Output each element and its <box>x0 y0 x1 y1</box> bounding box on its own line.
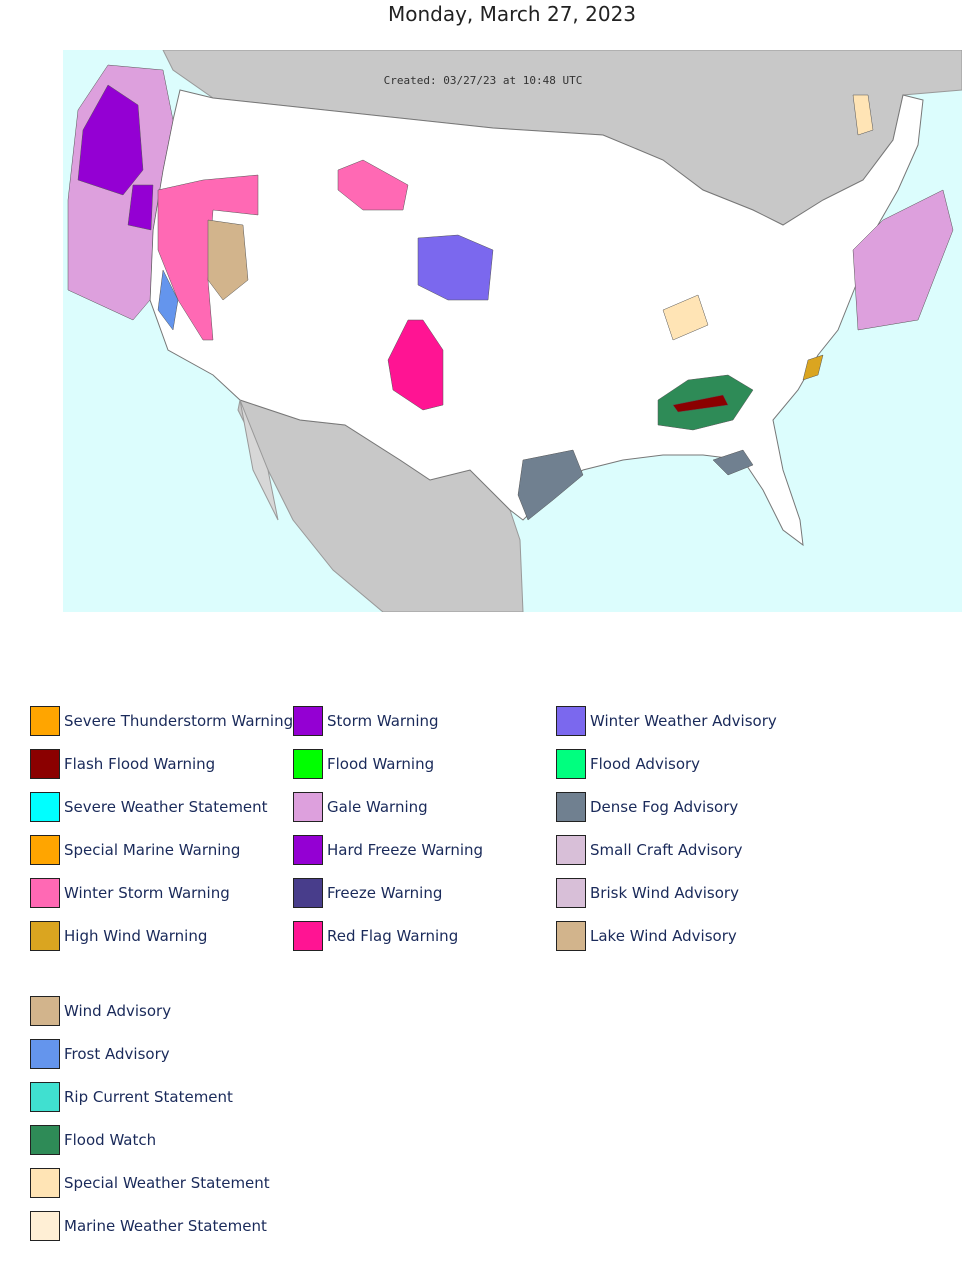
legend-item: Severe Weather Statement <box>30 790 268 824</box>
legend-swatch <box>556 878 586 908</box>
legend-swatch <box>30 996 60 1026</box>
legend-swatch <box>556 835 586 865</box>
legend-item: Frost Advisory <box>30 1037 170 1071</box>
legend-label: Brisk Wind Advisory <box>590 884 739 902</box>
legend-item: Lake Wind Advisory <box>556 919 737 953</box>
legend-swatch <box>293 921 323 951</box>
legend-item: Storm Warning <box>293 704 439 738</box>
legend-label: Dense Fog Advisory <box>590 798 739 816</box>
legend-item: Winter Storm Warning <box>30 876 230 910</box>
legend-label: Freeze Warning <box>327 884 443 902</box>
legend-item: Brisk Wind Advisory <box>556 876 739 910</box>
dense-fog-area-2 <box>712 449 754 476</box>
high-wind-area <box>802 354 824 381</box>
legend-item: Flood Advisory <box>556 747 700 781</box>
legend-label: Red Flag Warning <box>327 927 459 945</box>
wind-advisory-area <box>207 219 249 301</box>
legend-label: Storm Warning <box>327 712 439 730</box>
gale-warning-area-2 <box>852 189 954 331</box>
red-flag-area <box>387 319 444 411</box>
legend-swatch <box>556 921 586 951</box>
legend-label: Flash Flood Warning <box>64 755 216 773</box>
legend-label: Severe Weather Statement <box>64 798 268 816</box>
legend-item: Special Marine Warning <box>30 833 240 867</box>
legend-swatch <box>30 878 60 908</box>
legend-swatch <box>293 835 323 865</box>
legend-item: Hard Freeze Warning <box>293 833 483 867</box>
legend-swatch <box>293 792 323 822</box>
legend-label: High Wind Warning <box>64 927 208 945</box>
legend-label: Lake Wind Advisory <box>590 927 737 945</box>
legend-swatch <box>30 792 60 822</box>
legend-label: Winter Weather Advisory <box>590 712 777 730</box>
legend-item: Small Craft Advisory <box>556 833 743 867</box>
legend-swatch <box>30 1125 60 1155</box>
legend-item: Red Flag Warning <box>293 919 458 953</box>
legend-item: Freeze Warning <box>293 876 442 910</box>
legend-swatch <box>30 921 60 951</box>
legend-item: Flash Flood Warning <box>30 747 215 781</box>
legend-label: Winter Storm Warning <box>64 884 230 902</box>
hard-freeze-area <box>127 184 154 231</box>
united-states <box>149 89 924 547</box>
legend-label: Hard Freeze Warning <box>327 841 484 859</box>
legend-swatch <box>293 749 323 779</box>
flash-flood-area <box>672 394 729 413</box>
hazard-map: Created: 03/27/23 at 10:48 UTC <box>63 50 962 612</box>
legend-swatch <box>30 835 60 865</box>
legend-swatch <box>556 749 586 779</box>
legend-swatch <box>293 706 323 736</box>
page-title: Monday, March 27, 2023 <box>387 2 637 26</box>
dense-fog-area <box>517 449 584 521</box>
legend-swatch <box>30 1168 60 1198</box>
legend-item: Flood Warning <box>293 747 434 781</box>
alert-areas <box>67 64 954 521</box>
legend-swatch <box>30 1211 60 1241</box>
legend-label: Flood Warning <box>327 755 435 773</box>
legend-label: Wind Advisory <box>64 1002 172 1020</box>
frost-advisory-area <box>157 269 179 331</box>
map-created: Created: 03/27/23 at 10:48 UTC <box>384 74 583 87</box>
legend-label: Severe Thunderstorm Warning <box>64 712 294 730</box>
legend-swatch <box>30 1039 60 1069</box>
legend-item: Rip Current Statement <box>30 1080 233 1114</box>
legend-item: Dense Fog Advisory <box>556 790 738 824</box>
special-weather-area <box>662 294 709 341</box>
legend-swatch <box>293 878 323 908</box>
legend-label: Flood Advisory <box>590 755 701 773</box>
special-weather-area-2 <box>852 94 874 136</box>
winter-storm-area-2 <box>337 159 409 211</box>
florida-keys-gulf-land <box>239 399 279 521</box>
legend-swatch <box>30 1082 60 1112</box>
legend-label: Frost Advisory <box>64 1045 170 1063</box>
legend-item: Marine Weather Statement <box>30 1209 267 1243</box>
legend-swatch <box>556 792 586 822</box>
winter-weather-area <box>417 234 494 301</box>
legend-item: Flood Watch <box>30 1123 156 1157</box>
legend-swatch <box>30 749 60 779</box>
legend-item: Special Weather Statement <box>30 1166 270 1200</box>
legend-label: Flood Watch <box>64 1131 157 1149</box>
legend-item: Wind Advisory <box>30 994 171 1028</box>
legend-swatch <box>30 706 60 736</box>
storm-warning-area <box>77 84 144 196</box>
legend-label: Special Weather Statement <box>64 1174 270 1192</box>
legend-item: High Wind Warning <box>30 919 207 953</box>
legend-label: Marine Weather Statement <box>64 1217 267 1235</box>
legend-label: Small Craft Advisory <box>590 841 743 859</box>
legend-label: Special Marine Warning <box>64 841 241 859</box>
legend-item: Severe Thunderstorm Warning <box>30 704 293 738</box>
legend-item: Winter Weather Advisory <box>556 704 777 738</box>
legend-swatch <box>556 706 586 736</box>
legend-label: Rip Current Statement <box>64 1088 233 1106</box>
legend-item: Gale Warning <box>293 790 428 824</box>
legend-label: Gale Warning <box>327 798 428 816</box>
